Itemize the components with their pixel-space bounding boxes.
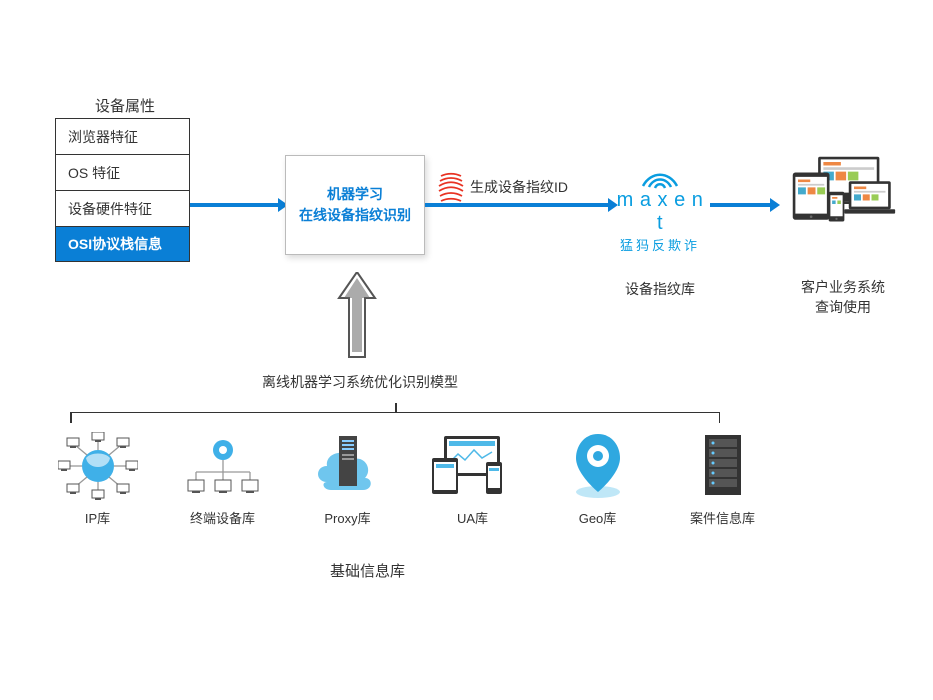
geo-icon: [566, 430, 630, 502]
db-terminal: 终端设备库: [175, 430, 270, 527]
databases-bracket: [70, 412, 720, 424]
device-attr-title: 设备属性: [95, 95, 155, 116]
server-rack-icon: [693, 430, 753, 502]
db-terminal-label: 终端设备库: [190, 508, 255, 527]
device-net-icon: [184, 430, 262, 502]
db-geo: Geo库: [550, 430, 645, 527]
ua-icon: [430, 430, 515, 502]
client-devices-icon: [780, 155, 900, 225]
maxent-brand: m a x e n t: [615, 189, 705, 235]
wifi-icon: [641, 168, 679, 190]
db-proxy: Proxy库: [300, 430, 395, 527]
db-geo-label: Geo库: [579, 508, 617, 527]
stack-item-os: OS 特征: [55, 154, 190, 190]
maxent-caption: 设备指纹库: [620, 280, 700, 300]
fingerprint-icon: [437, 172, 465, 206]
db-ua-label: UA库: [457, 508, 488, 527]
ml-engine-box: 机器学习 在线设备指纹识别: [285, 155, 425, 255]
db-case-label: 案件信息库: [690, 508, 755, 527]
arrow-attrs-to-ml: [190, 203, 280, 207]
stack-item-hardware: 设备硬件特征: [55, 190, 190, 226]
databases-title: 基础信息库: [330, 560, 405, 581]
db-ip-label: IP库: [85, 508, 110, 527]
fingerprint-label: 生成设备指纹ID: [470, 177, 568, 197]
db-proxy-label: Proxy库: [324, 508, 370, 527]
db-case: 案件信息库: [675, 430, 770, 527]
maxent-logo: m a x e n t 猛犸反欺诈: [615, 168, 705, 254]
ml-box-line2: 在线设备指纹识别: [299, 205, 411, 226]
maxent-sub: 猛犸反欺诈: [615, 235, 705, 254]
arrow-maxent-to-client: [710, 203, 772, 207]
client-caption: 客户业务系统 查询使用: [798, 278, 888, 317]
device-attr-stack: 浏览器特征 OS 特征 设备硬件特征 OSI协议栈信息: [55, 118, 190, 262]
offline-ml-label: 离线机器学习系统优化识别模型: [255, 372, 465, 392]
db-ip: IP库: [50, 430, 145, 527]
client-caption-l1: 客户业务系统: [801, 279, 885, 295]
proxy-icon: [309, 430, 387, 502]
network-icon: [58, 430, 138, 502]
stack-item-osi: OSI协议栈信息: [55, 226, 190, 262]
databases-row: IP库 终端设备库: [50, 430, 770, 527]
upward-arrow-icon: [335, 272, 379, 362]
db-ua: UA库: [425, 430, 520, 527]
client-caption-l2: 查询使用: [815, 299, 871, 315]
ml-box-line1: 机器学习: [327, 184, 383, 205]
stack-item-browser: 浏览器特征: [55, 118, 190, 154]
